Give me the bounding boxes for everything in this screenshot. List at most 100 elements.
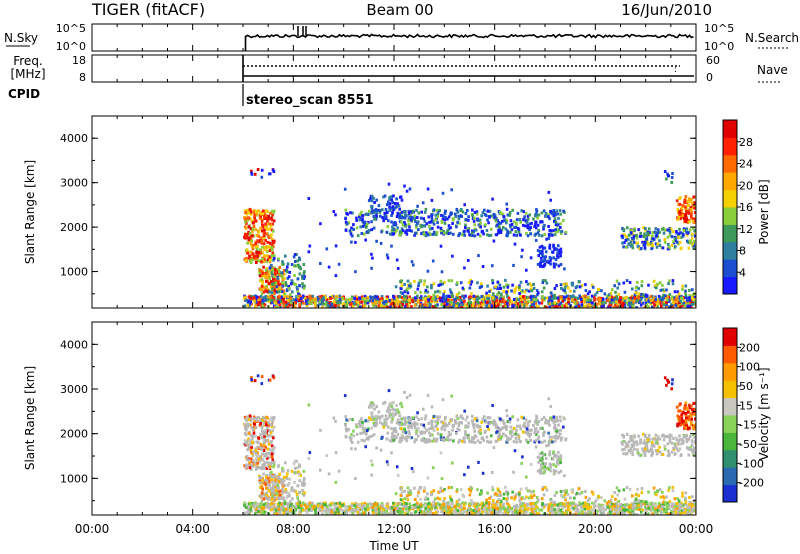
scatter-cell — [248, 302, 252, 305]
scatter-cell — [528, 419, 531, 423]
scatter-cell — [626, 432, 629, 436]
scatter-cell — [384, 215, 388, 219]
scatter-cell — [314, 301, 317, 305]
scatter-cell — [441, 299, 445, 303]
scatter-cell — [282, 479, 286, 483]
scatter-cell — [661, 288, 665, 292]
scatter-cell — [370, 199, 374, 203]
scatter-cell — [668, 437, 672, 441]
scatter-cell — [351, 234, 354, 238]
scatter-cell — [521, 248, 524, 252]
scatter-cell — [434, 304, 438, 308]
scatter-cell — [408, 432, 411, 436]
scatter-cell — [520, 209, 523, 213]
scatter-cell — [517, 302, 521, 306]
scatter-cell — [547, 225, 550, 228]
scatter-cell — [431, 419, 434, 423]
scatter-cell — [691, 242, 694, 246]
scatter-cell — [662, 231, 666, 235]
scatter-cell — [550, 299, 554, 303]
scatter-cell — [356, 295, 359, 299]
scatter-cell — [269, 431, 273, 435]
scatter-cell — [270, 271, 274, 275]
scatter-cell — [525, 303, 529, 307]
scatter-cell — [496, 430, 499, 434]
scatter-cell — [631, 439, 634, 443]
scatter-cell — [646, 231, 650, 235]
scatter-cell — [633, 229, 636, 233]
scatter-cell — [687, 208, 690, 212]
scatter-cell — [528, 428, 532, 432]
scatter-cell — [329, 296, 332, 300]
scatter-cell — [636, 299, 639, 303]
scatter-cell — [424, 288, 428, 292]
scatter-cell — [688, 220, 691, 224]
scatter-cell — [289, 500, 292, 504]
scatter-cell — [678, 210, 681, 214]
scatter-cell — [265, 491, 268, 495]
scatter-cell — [649, 302, 653, 306]
scatter-cell — [424, 207, 428, 211]
scatter-cell — [251, 252, 255, 256]
nsky-tick-lo: 10^0 — [56, 40, 86, 53]
scatter-cell — [559, 226, 562, 229]
scatter-cell — [296, 259, 300, 263]
scatter-cell — [264, 295, 267, 299]
scatter-cell — [547, 419, 550, 423]
scatter-cell — [687, 240, 691, 244]
scatter-cell — [540, 244, 544, 248]
scatter-cell — [250, 295, 254, 299]
scatter-cell — [459, 303, 463, 306]
scatter-cell — [427, 298, 430, 302]
scatter-cell — [528, 282, 532, 286]
scatter-cell — [295, 492, 299, 496]
scatter-cell — [451, 254, 454, 258]
scatter-cell — [304, 299, 308, 303]
scatter-cell — [282, 269, 286, 272]
scatter-cell — [361, 424, 364, 428]
scatter-cell — [350, 433, 353, 437]
scatter-cell — [258, 217, 262, 221]
scatter-cell — [573, 289, 576, 293]
scatter-cell — [389, 413, 393, 417]
scatter-cell — [663, 300, 666, 304]
scatter-cell — [370, 211, 373, 215]
scatter-cell — [280, 478, 283, 482]
scatter-cell — [274, 268, 277, 272]
scatter-cell — [253, 299, 256, 303]
scatter-cell — [554, 213, 557, 217]
scatter-cell — [662, 296, 665, 300]
scatter-cell — [557, 298, 560, 302]
scatter-cell — [627, 242, 630, 246]
scatter-cell — [684, 205, 687, 209]
scatter-cell — [533, 420, 537, 424]
scatter-cell — [632, 444, 635, 448]
scatter-cell — [268, 455, 272, 459]
scatter-cell — [496, 223, 499, 227]
scatter-cell — [504, 305, 507, 308]
scatter-cell — [287, 275, 291, 279]
scatter-cell — [525, 220, 529, 224]
scatter-cell — [553, 233, 557, 237]
scatter-cell — [668, 228, 671, 232]
scatter-cell — [257, 295, 261, 299]
scatter-cell — [548, 435, 552, 439]
scatter-cell — [284, 254, 287, 258]
scatter-cell — [502, 432, 505, 436]
freq-label: Freq. — [13, 54, 43, 68]
scatter-cell — [360, 417, 363, 421]
scatter-cell — [263, 303, 267, 307]
scatter-cell — [258, 253, 261, 257]
scatter-cell — [392, 194, 395, 198]
scatter-cell — [444, 303, 447, 307]
scatter-cell — [670, 441, 674, 445]
scatter-cell — [410, 424, 413, 428]
scatter-cell — [546, 259, 549, 263]
scatter-cell — [260, 219, 264, 223]
scatter-cell — [642, 234, 646, 238]
scatter-cell — [530, 221, 533, 225]
scatter-cell — [310, 295, 313, 299]
scatter-cell — [270, 216, 273, 220]
scatter-cell — [419, 423, 423, 427]
scatter-cell — [543, 470, 546, 474]
